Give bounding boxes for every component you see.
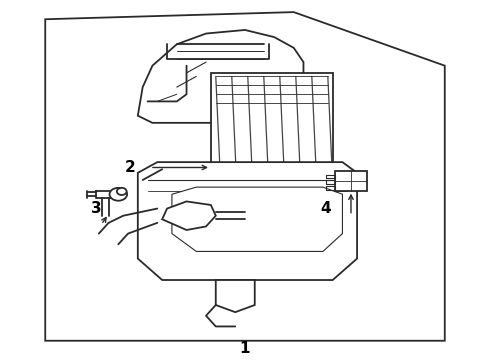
Text: 4: 4 [320, 201, 331, 216]
Text: 3: 3 [91, 201, 102, 216]
Text: 1: 1 [240, 341, 250, 356]
Polygon shape [138, 30, 303, 123]
Polygon shape [216, 280, 255, 312]
Circle shape [110, 188, 127, 201]
Polygon shape [211, 73, 333, 187]
Polygon shape [335, 171, 367, 191]
Polygon shape [172, 187, 343, 251]
Polygon shape [294, 87, 323, 116]
Circle shape [117, 188, 126, 195]
Text: 2: 2 [125, 160, 136, 175]
Polygon shape [45, 12, 445, 341]
Polygon shape [162, 202, 216, 230]
Polygon shape [138, 162, 357, 280]
